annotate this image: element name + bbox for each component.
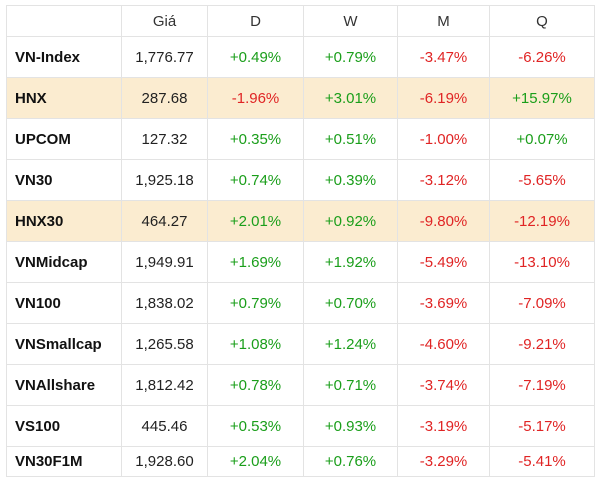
price-cell: 1,776.77 [121,36,208,78]
week-change-cell: +0.93% [303,405,398,447]
day-change-cell: -1.96% [207,77,304,119]
table-row: VS100 445.46 +0.53% +0.93% -3.19% -5.17% [6,405,595,447]
header-quarter-change: Q [489,5,595,37]
quarter-change-cell: -5.65% [489,159,595,201]
price-cell: 1,949.91 [121,241,208,283]
quarter-change-cell: -6.26% [489,36,595,78]
index-name-cell: UPCOM [6,118,122,160]
index-name-cell: HNX [6,77,122,119]
month-change-cell: -3.19% [397,405,490,447]
header-day-change: D [207,5,304,37]
quarter-change-cell: -5.17% [489,405,595,447]
index-name-cell: VN-Index [6,36,122,78]
month-change-cell: -9.80% [397,200,490,242]
quarter-change-cell: -7.19% [489,364,595,406]
week-change-cell: +1.92% [303,241,398,283]
month-change-cell: -3.29% [397,446,490,477]
table-row: VNSmallcap 1,265.58 +1.08% +1.24% -4.60% -9.2… [6,323,595,365]
month-change-cell: -4.60% [397,323,490,365]
index-name-cell: VN100 [6,282,122,324]
quarter-change-cell: +0.07% [489,118,595,160]
week-change-cell: +0.79% [303,36,398,78]
table-row: VN30F1M 1,928.60 +2.04% +0.76% -3.29% -5.41% [6,446,595,477]
week-change-cell: +0.76% [303,446,398,477]
month-change-cell: -3.47% [397,36,490,78]
price-cell: 1,265.58 [121,323,208,365]
day-change-cell: +2.04% [207,446,304,477]
day-change-cell: +1.08% [207,323,304,365]
table-row: VNMidcap 1,949.91 +1.69% +1.92% -5.49% -13.10… [6,241,595,283]
index-name-cell: VN30 [6,159,122,201]
header-week-change: W [303,5,398,37]
quarter-change-cell: -12.19% [489,200,595,242]
day-change-cell: +2.01% [207,200,304,242]
index-performance-table-container: Giá D W M Q VN-Index 1,776.77 +0.49% +0.79%… [6,5,595,477]
index-name-cell: VNAllshare [6,364,122,406]
week-change-cell: +0.70% [303,282,398,324]
price-cell: 287.68 [121,77,208,119]
quarter-change-cell: -7.09% [489,282,595,324]
index-name-cell: VN30F1M [6,446,122,477]
table-row: VN100 1,838.02 +0.79% +0.70% -3.69% -7.09% [6,282,595,324]
week-change-cell: +0.51% [303,118,398,160]
price-cell: 1,925.18 [121,159,208,201]
day-change-cell: +0.53% [207,405,304,447]
index-performance-table: Giá D W M Q VN-Index 1,776.77 +0.49% +0.79%… [6,5,595,477]
week-change-cell: +3.01% [303,77,398,119]
month-change-cell: -1.00% [397,118,490,160]
quarter-change-cell: -13.10% [489,241,595,283]
index-name-cell: HNX30 [6,200,122,242]
header-month-change: M [397,5,490,37]
quarter-change-cell: -5.41% [489,446,595,477]
day-change-cell: +0.74% [207,159,304,201]
price-cell: 445.46 [121,405,208,447]
quarter-change-cell: +15.97% [489,77,595,119]
table-row: HNX30 464.27 +2.01% +0.92% -9.80% -12.19% [6,200,595,242]
header-index-name [6,5,122,37]
quarter-change-cell: -9.21% [489,323,595,365]
week-change-cell: +1.24% [303,323,398,365]
week-change-cell: +0.92% [303,200,398,242]
table-row: VNAllshare 1,812.42 +0.78% +0.71% -3.74% -7.1… [6,364,595,406]
price-cell: 1,838.02 [121,282,208,324]
index-name-cell: VNSmallcap [6,323,122,365]
week-change-cell: +0.71% [303,364,398,406]
table-row: VN-Index 1,776.77 +0.49% +0.79% -3.47% -6.26% [6,36,595,78]
day-change-cell: +0.79% [207,282,304,324]
day-change-cell: +0.78% [207,364,304,406]
table-row: HNX 287.68 -1.96% +3.01% -6.19% +15.97% [6,77,595,119]
day-change-cell: +0.49% [207,36,304,78]
header-row: Giá D W M Q [6,5,595,37]
month-change-cell: -3.12% [397,159,490,201]
month-change-cell: -6.19% [397,77,490,119]
month-change-cell: -5.49% [397,241,490,283]
week-change-cell: +0.39% [303,159,398,201]
price-cell: 127.32 [121,118,208,160]
month-change-cell: -3.69% [397,282,490,324]
price-cell: 464.27 [121,200,208,242]
table-row: VN30 1,925.18 +0.74% +0.39% -3.12% -5.65% [6,159,595,201]
price-cell: 1,812.42 [121,364,208,406]
index-name-cell: VNMidcap [6,241,122,283]
index-name-cell: VS100 [6,405,122,447]
table-row: UPCOM 127.32 +0.35% +0.51% -1.00% +0.07% [6,118,595,160]
price-cell: 1,928.60 [121,446,208,477]
header-price: Giá [121,5,208,37]
month-change-cell: -3.74% [397,364,490,406]
day-change-cell: +0.35% [207,118,304,160]
day-change-cell: +1.69% [207,241,304,283]
